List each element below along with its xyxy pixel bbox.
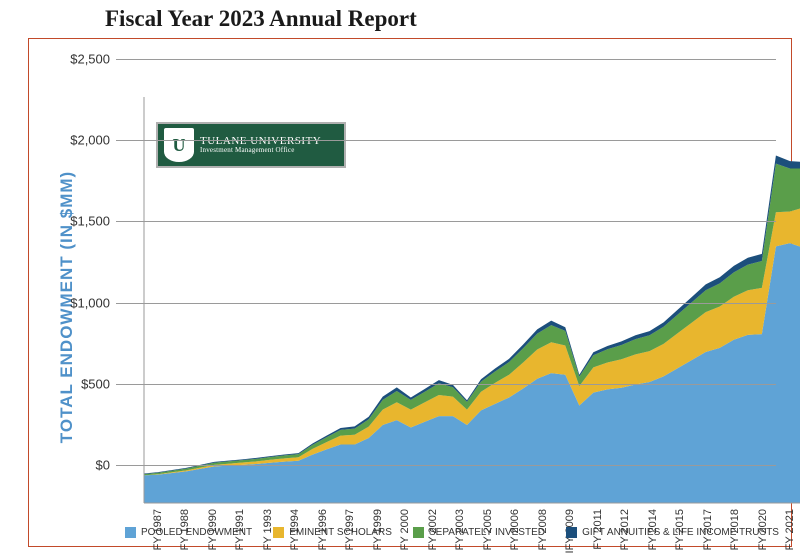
y-tick-label: $0: [54, 458, 110, 473]
legend-swatch: [125, 527, 136, 538]
gridline: [116, 59, 776, 60]
gridline: [116, 303, 776, 304]
legend-label: EMINENT SCHOLARS: [289, 527, 392, 538]
logo-line2: Investment Management Office: [200, 147, 321, 155]
y-tick-label: $1,000: [54, 295, 110, 310]
legend-item: EMINENT SCHOLARS: [273, 527, 392, 538]
shield-letter: U: [173, 135, 186, 155]
legend-item: POOLED ENDOWMENT: [125, 527, 252, 538]
y-tick-label: $2,500: [54, 52, 110, 67]
gridline: [116, 221, 776, 222]
legend-swatch: [273, 527, 284, 538]
legend-label: POOLED ENDOWMENT: [141, 527, 252, 538]
y-tick-label: $1,500: [54, 214, 110, 229]
chart-legend: POOLED ENDOWMENT EMINENT SCHOLARS SEPARATE…: [125, 527, 779, 538]
legend-item: SEPARATELY INVESTED: [413, 527, 545, 538]
shield-icon: U: [164, 128, 194, 162]
legend-label: GIFT ANNUITIES & LIFE INCOME TRUSTS: [582, 527, 779, 538]
legend-item: GIFT ANNUITIES & LIFE INCOME TRUSTS: [566, 527, 779, 538]
y-tick-label: $500: [54, 376, 110, 391]
legend-label: SEPARATELY INVESTED: [429, 527, 545, 538]
x-tick-label: FY 2021: [784, 509, 796, 550]
tulane-logo: U TULANE UNIVERSITY Investment Managemen…: [156, 122, 346, 168]
legend-swatch: [566, 527, 577, 538]
gridline: [116, 140, 776, 141]
gridline: [116, 465, 776, 466]
gridline: [116, 384, 776, 385]
y-tick-label: $2,000: [54, 133, 110, 148]
legend-swatch: [413, 527, 424, 538]
chart-frame: TOTAL ENDOWMENT (IN $MM) FY 1987FY 1988F…: [28, 38, 792, 547]
logo-text: TULANE UNIVERSITY Investment Management …: [200, 135, 321, 155]
page-title: Fiscal Year 2023 Annual Report: [105, 6, 417, 32]
